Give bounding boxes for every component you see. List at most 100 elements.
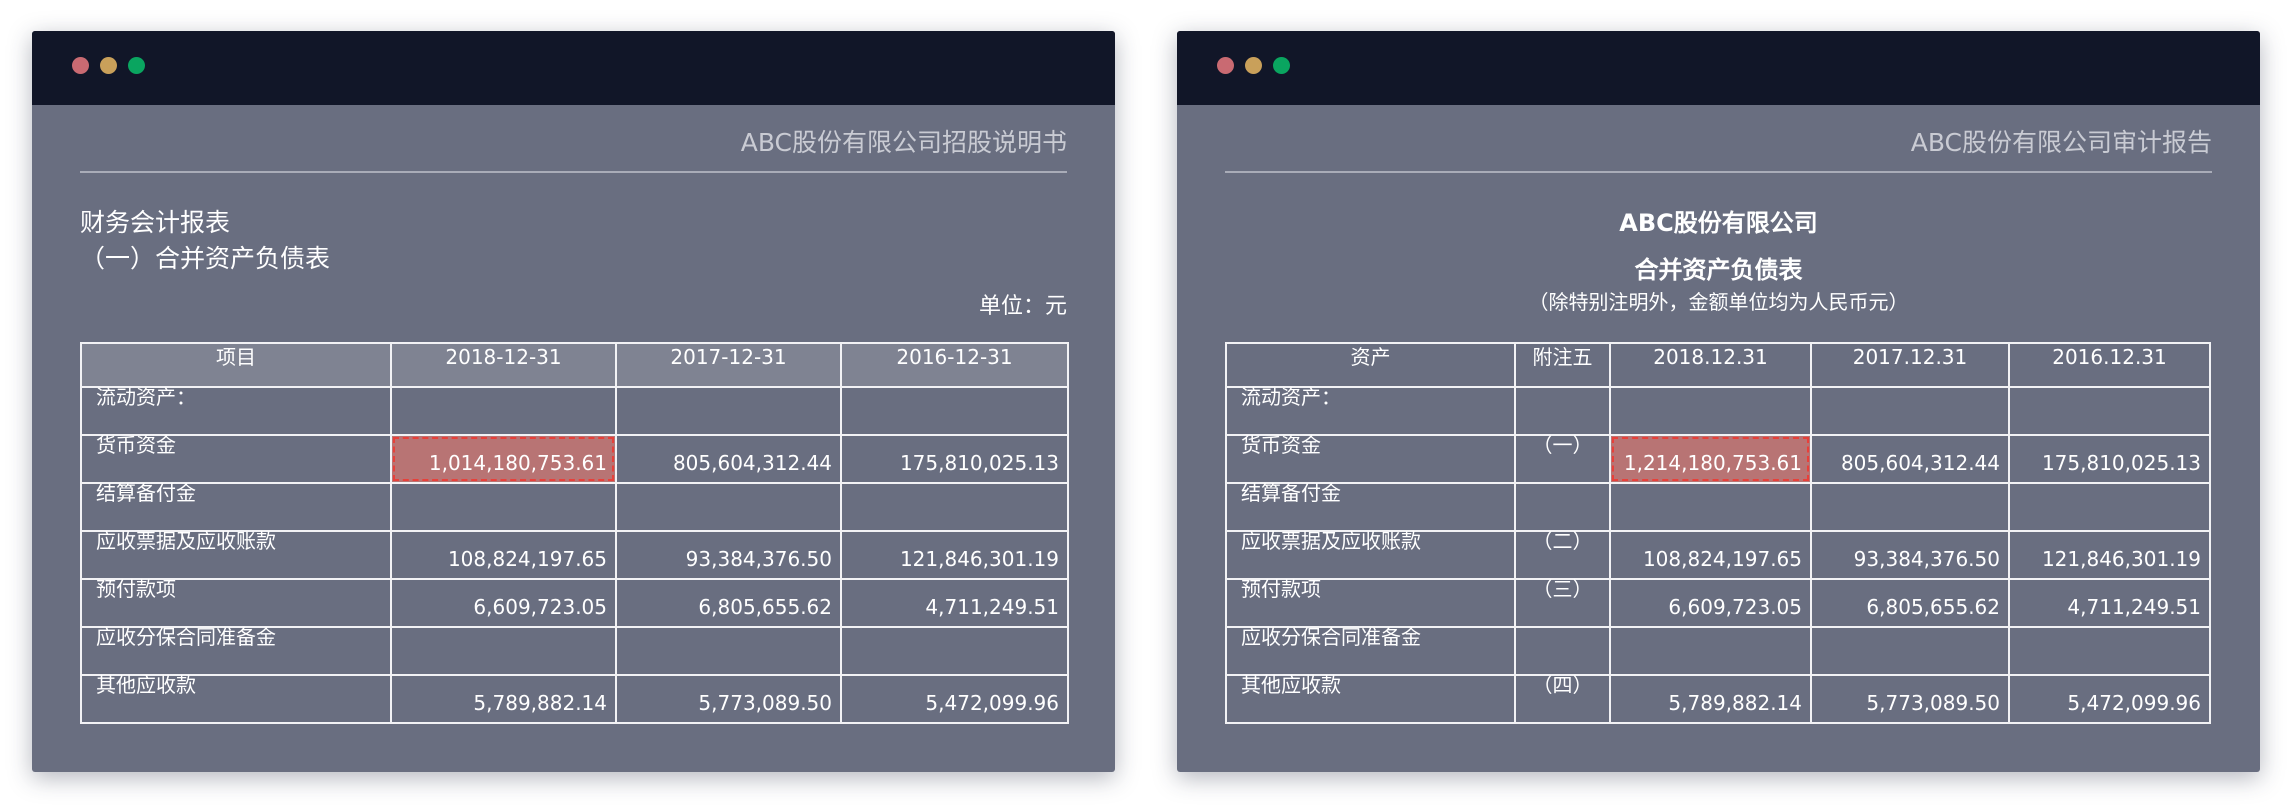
- maximize-dot-icon[interactable]: [128, 57, 145, 74]
- value-cell: 93,384,376.50: [615, 530, 842, 580]
- column-header: 2016.12.31: [2008, 342, 2211, 388]
- value-cell: [2008, 626, 2211, 676]
- note-ref: （三）: [1514, 578, 1611, 628]
- table-row: 流动资产：: [1225, 386, 2211, 436]
- value-cell: 6,805,655.62: [615, 578, 842, 628]
- row-label: 结算备付金: [80, 482, 392, 532]
- note-ref: [1514, 626, 1611, 676]
- value-cell: 93,384,376.50: [1810, 530, 2010, 580]
- balance-sheet-table: 资产 附注五 2018.12.31 2017.12.31 2016.12.31 流动资产…: [1225, 342, 2211, 724]
- document-title: ABC股份有限公司招股说明书: [740, 128, 1067, 157]
- value-cell: 4,711,249.51: [2008, 578, 2211, 628]
- table-row: 流动资产：: [80, 386, 1069, 436]
- row-label: 流动资产：: [1225, 386, 1516, 436]
- value-cell: [1810, 386, 2010, 436]
- row-label: 结算备付金: [1225, 482, 1516, 532]
- value-cell: [2008, 482, 2211, 532]
- table-row: 货币资金 1,014,180,753.61 805,604,312.44 175,81…: [80, 434, 1069, 484]
- balance-sheet-table: 项目 2018-12-31 2017-12-31 2016-12-31 流动资产： 货币…: [80, 342, 1069, 724]
- section-heading: 财务会计报表: [80, 208, 231, 237]
- value-cell: [390, 626, 617, 676]
- minimize-dot-icon[interactable]: [100, 57, 117, 74]
- value-cell: 5,773,089.50: [615, 674, 842, 724]
- value-cell: 121,846,301.19: [840, 530, 1069, 580]
- column-header: 资产: [1225, 342, 1516, 388]
- window-titlebar: [1177, 31, 2260, 105]
- close-dot-icon[interactable]: [72, 57, 89, 74]
- table-row: 应收票据及应收账款 108,824,197.65 93,384,376.50 121,…: [80, 530, 1069, 580]
- maximize-dot-icon[interactable]: [1273, 57, 1290, 74]
- divider: [1225, 171, 2212, 173]
- value-cell: 121,846,301.19: [2008, 530, 2211, 580]
- value-cell: 805,604,312.44: [1810, 434, 2010, 484]
- column-header: 2018.12.31: [1609, 342, 1812, 388]
- value-cell: [615, 482, 842, 532]
- value-cell: [390, 482, 617, 532]
- value-cell: [615, 626, 842, 676]
- value-cell: 4,711,249.51: [840, 578, 1069, 628]
- value-cell: 6,805,655.62: [1810, 578, 2010, 628]
- value-cell: [1609, 482, 1812, 532]
- table-row: 应收分保合同准备金: [80, 626, 1069, 676]
- divider: [80, 171, 1067, 173]
- column-header: 附注五: [1514, 342, 1611, 388]
- row-label: 预付款项: [80, 578, 392, 628]
- column-header: 2017-12-31: [615, 342, 842, 388]
- row-label: 流动资产：: [80, 386, 392, 436]
- note-ref: （一）: [1514, 434, 1611, 484]
- minimize-dot-icon[interactable]: [1245, 57, 1262, 74]
- table-row: 结算备付金: [1225, 482, 2211, 532]
- table-row: 其他应收款 （四） 5,789,882.14 5,773,089.50 5,472,09…: [1225, 674, 2211, 724]
- value-cell: 5,789,882.14: [390, 674, 617, 724]
- statement-title: 合并资产负债表: [1634, 256, 1803, 284]
- note-ref: （二）: [1514, 530, 1611, 580]
- row-label: 货币资金: [1225, 434, 1516, 484]
- row-label: 应收票据及应收账款: [80, 530, 392, 580]
- table-row: 其他应收款 5,789,882.14 5,773,089.50 5,472,099.9…: [80, 674, 1069, 724]
- value-cell: 6,609,723.05: [390, 578, 617, 628]
- value-cell: [1810, 482, 2010, 532]
- row-label: 应收票据及应收账款: [1225, 530, 1516, 580]
- value-cell: [390, 386, 617, 436]
- window-titlebar: [32, 31, 1115, 105]
- value-cell: 5,472,099.96: [840, 674, 1069, 724]
- value-cell: [1609, 386, 1812, 436]
- value-cell: 5,472,099.96: [2008, 674, 2211, 724]
- row-label: 应收分保合同准备金: [1225, 626, 1516, 676]
- value-cell: 175,810,025.13: [2008, 434, 2211, 484]
- value-cell: 108,824,197.65: [390, 530, 617, 580]
- highlighted-value-cell: 1,014,180,753.61: [390, 434, 617, 484]
- section-subheading: （一）合并资产负债表: [80, 244, 331, 273]
- prospectus-window: ABC股份有限公司招股说明书 财务会计报表 （一）合并资产负债表 单位：元 项目…: [32, 31, 1115, 772]
- value-cell: 5,789,882.14: [1609, 674, 1812, 724]
- table-row: 应收票据及应收账款 （二） 108,824,197.65 93,384,376.50 1…: [1225, 530, 2211, 580]
- table-row: 结算备付金: [80, 482, 1069, 532]
- table-row: 预付款项 （三） 6,609,723.05 6,805,655.62 4,711,249…: [1225, 578, 2211, 628]
- value-cell: 175,810,025.13: [840, 434, 1069, 484]
- currency-note: （除特别注明外，金额单位均为人民币元）: [1528, 290, 1909, 314]
- table-row: 应收分保合同准备金: [1225, 626, 2211, 676]
- value-cell: [615, 386, 842, 436]
- value-cell: [1609, 626, 1812, 676]
- column-header: 2016-12-31: [840, 342, 1069, 388]
- value-cell: 5,773,089.50: [1810, 674, 2010, 724]
- close-dot-icon[interactable]: [1217, 57, 1234, 74]
- unit-label: 单位：元: [978, 294, 1067, 319]
- note-ref: [1514, 482, 1611, 532]
- row-label: 货币资金: [80, 434, 392, 484]
- row-label: 预付款项: [1225, 578, 1516, 628]
- table-row: 货币资金 （一） 1,214,180,753.61 805,604,312.44 175…: [1225, 434, 2211, 484]
- value-cell: 805,604,312.44: [615, 434, 842, 484]
- company-name: ABC股份有限公司: [1619, 209, 1818, 237]
- column-header: 2018-12-31: [390, 342, 617, 388]
- value-cell: [840, 482, 1069, 532]
- column-header: 2017.12.31: [1810, 342, 2010, 388]
- note-ref: （四）: [1514, 674, 1611, 724]
- value-cell: 6,609,723.05: [1609, 578, 1812, 628]
- value-cell: [1810, 626, 2010, 676]
- note-ref: [1514, 386, 1611, 436]
- row-label: 其他应收款: [80, 674, 392, 724]
- document-title: ABC股份有限公司审计报告: [1910, 128, 2212, 157]
- row-label: 其他应收款: [1225, 674, 1516, 724]
- table-row: 预付款项 6,609,723.05 6,805,655.62 4,711,249.51: [80, 578, 1069, 628]
